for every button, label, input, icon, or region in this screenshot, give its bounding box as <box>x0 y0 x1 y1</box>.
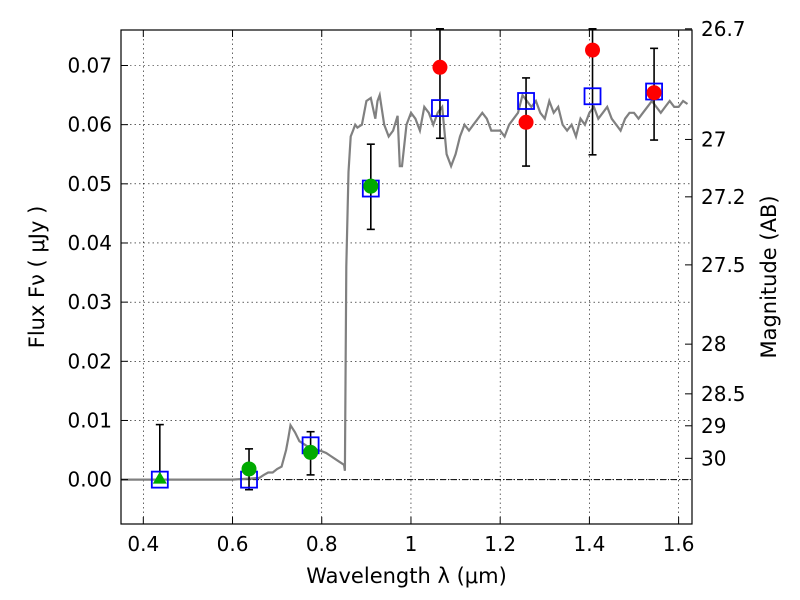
x-tick-label: 1.4 <box>573 532 605 556</box>
x-axis-ticks: 0.4 0.6 0.8 1 1.2 1.4 1.6 <box>127 30 695 556</box>
observed-optical-point <box>303 444 319 460</box>
observed-photometry-markers <box>152 42 662 484</box>
y2-tick-label: 29 <box>701 414 726 438</box>
y2-tick-label: 26.7 <box>701 17 746 41</box>
observed-optical-point <box>241 461 257 477</box>
y2-tick-label: 27.2 <box>701 185 746 209</box>
observed-nir-point <box>646 85 662 101</box>
model-photometry-square <box>517 92 535 110</box>
y-tick-label: 0.01 <box>67 408 112 432</box>
observed-nir-point <box>518 114 534 130</box>
y-tick-label: 0.04 <box>67 231 112 255</box>
y2-tick-label: 27.5 <box>701 253 746 277</box>
y2-tick-label: 28 <box>701 332 726 356</box>
model-spectrum-line <box>121 90 689 481</box>
observed-optical-point <box>363 178 379 194</box>
x-tick-label: 0.4 <box>127 532 159 556</box>
y-tick-label: 0.07 <box>67 53 112 77</box>
x-tick-label: 1 <box>405 532 418 556</box>
y-tick-label: 0.02 <box>67 349 112 373</box>
y-tick-label: 0.05 <box>67 172 112 196</box>
x-axis-label: Wavelength λ (μm) <box>306 564 507 588</box>
grid-lines <box>121 30 692 524</box>
error-bar <box>435 28 444 140</box>
y-tick-label: 0.03 <box>67 290 112 314</box>
x-tick-label: 1.6 <box>663 532 695 556</box>
error-bars <box>155 28 659 491</box>
observed-upper-limit-triangle <box>152 471 167 484</box>
y2-tick-label: 27 <box>701 127 726 151</box>
x-tick-label: 1.2 <box>484 532 516 556</box>
y2-axis-ticks: 26.7 27 27.2 27.5 28 28.5 29 30 <box>685 17 746 470</box>
model-photometry-square <box>431 99 449 117</box>
y-tick-label: 0.06 <box>67 113 112 137</box>
y2-tick-label: 28.5 <box>701 382 746 406</box>
observed-nir-point <box>585 42 601 58</box>
x-tick-label: 0.8 <box>306 532 338 556</box>
y2-axis-label: Magnitude (AB) <box>757 195 781 358</box>
y2-tick-label: 30 <box>701 446 726 470</box>
y-axis-ticks: 0.00 0.01 0.02 0.03 0.04 0.05 0.06 0.07 <box>67 53 128 492</box>
y-axis-label: Flux Fν ( μJy ) <box>25 206 49 349</box>
plot-frame <box>120 29 693 525</box>
observed-nir-point <box>432 59 448 75</box>
model-photometry-markers <box>150 82 663 489</box>
model-photometry-square <box>583 87 602 106</box>
x-tick-label: 0.6 <box>217 532 249 556</box>
y-tick-label: 0.00 <box>67 468 112 492</box>
